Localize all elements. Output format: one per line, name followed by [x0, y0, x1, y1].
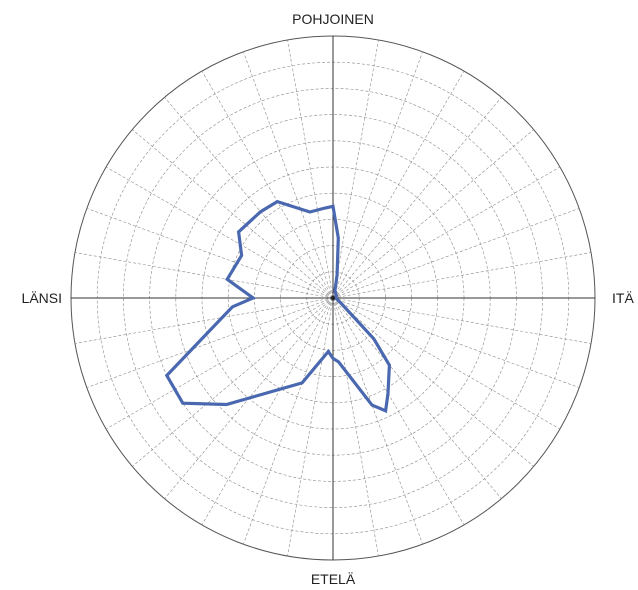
label-south: ETELÄ	[311, 571, 356, 587]
grid-spoke	[332, 297, 502, 499]
grid-spoke	[74, 297, 334, 344]
grid-spoke	[86, 208, 334, 299]
grid-spoke	[332, 297, 465, 526]
grid-spoke	[332, 208, 580, 299]
grid-spoke	[332, 297, 423, 545]
series-line	[164, 199, 392, 414]
grid-spoke	[287, 297, 334, 557]
label-east: ITÄ	[612, 290, 634, 306]
grid-spoke	[132, 129, 334, 299]
series-layer	[164, 199, 392, 414]
label-north: POHJOINEN	[292, 11, 374, 27]
grid-spoke	[201, 70, 334, 299]
grid-spoke	[332, 51, 423, 299]
grid-spoke	[332, 297, 379, 557]
center-point	[331, 296, 335, 300]
grid-spoke	[332, 297, 534, 467]
grid-spoke	[332, 129, 534, 299]
main-axes	[71, 36, 595, 560]
grid-spoke	[201, 297, 334, 526]
grid-spoke	[74, 252, 334, 299]
grid-spoke	[332, 252, 592, 299]
grid-spoke	[332, 166, 561, 299]
grid-spoke	[332, 39, 379, 299]
grid-spoke	[287, 39, 334, 299]
grid-spoke	[332, 297, 580, 388]
grid-spoke	[105, 166, 334, 299]
grid-spoke	[243, 51, 334, 299]
grid-spoke	[332, 70, 465, 299]
grid-spoke	[164, 97, 334, 299]
grid-spoke	[132, 297, 334, 467]
label-west: LÄNSI	[22, 290, 62, 306]
grid-spoke	[332, 97, 502, 299]
grid-spoke	[105, 297, 334, 430]
grid-spoke	[332, 297, 592, 344]
grid-spoke	[332, 297, 561, 430]
grid-spoke	[86, 297, 334, 388]
grid-spoke	[243, 297, 334, 545]
